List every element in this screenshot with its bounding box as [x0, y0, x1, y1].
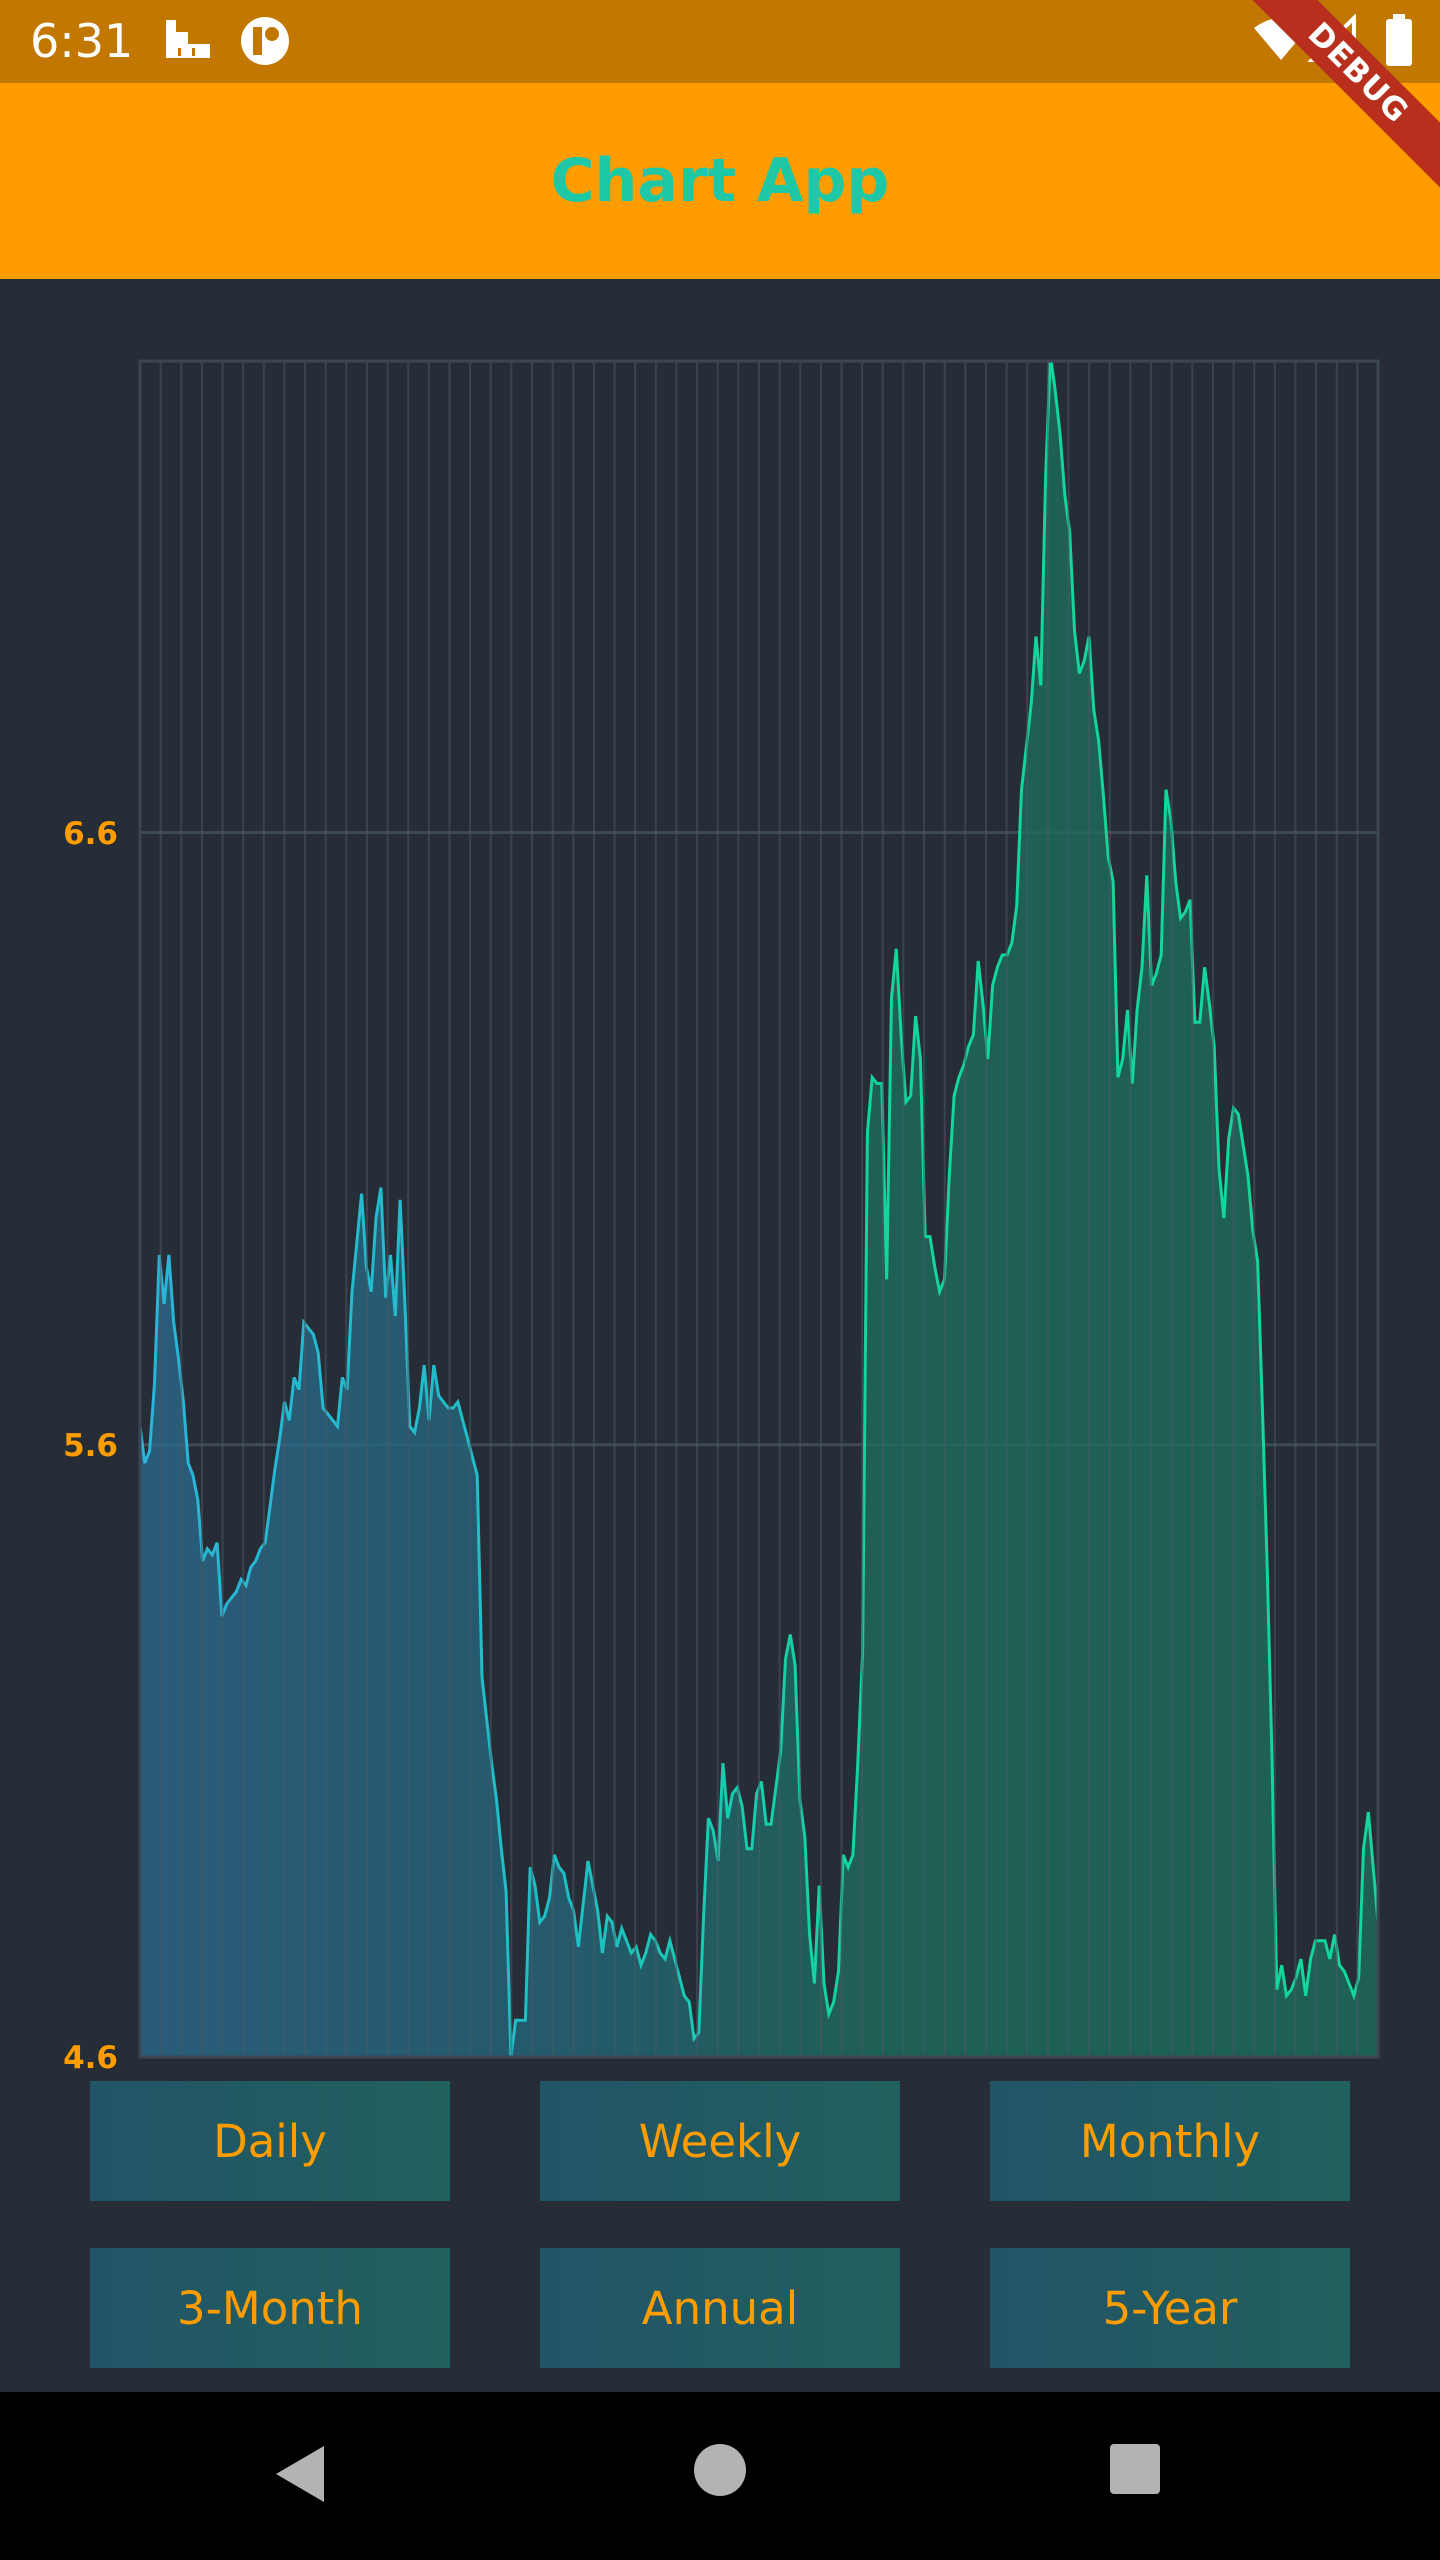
chart-vertical-grid — [159, 361, 1359, 2057]
navigation-bar — [0, 2392, 1440, 2560]
annual-button[interactable]: Annual — [540, 2248, 900, 2368]
y-tick-label: 5.6 — [63, 1428, 118, 1464]
back-triangle-icon[interactable] — [270, 2442, 330, 2506]
y-tick-label: 6.6 — [63, 816, 118, 852]
recents-square-icon[interactable] — [1108, 2442, 1162, 2496]
wifi-icon — [1254, 18, 1308, 60]
app-title: Chart App — [550, 146, 890, 216]
y-tick-label: 4.6 — [63, 2040, 118, 2076]
status-bar: 6:31 — [0, 0, 1440, 83]
monthly-button[interactable]: Monthly — [990, 2081, 1350, 2201]
status-time: 6:31 — [30, 14, 134, 68]
price-chart: 4.6 5.6 6.6 — [0, 279, 1440, 2079]
signal-icon — [1308, 14, 1356, 62]
battery-icon — [1386, 14, 1412, 66]
notification-circle-icon — [241, 17, 289, 65]
five-year-button[interactable]: 5-Year — [990, 2248, 1350, 2368]
daily-button[interactable]: Daily — [90, 2081, 450, 2201]
three-month-button[interactable]: 3-Month — [90, 2248, 450, 2368]
weekly-button[interactable]: Weekly — [540, 2081, 900, 2201]
app-bar: Chart App — [0, 83, 1440, 279]
notification-app-icon — [166, 20, 210, 58]
chart-border — [138, 359, 1380, 2059]
chart-svg: 4.6 5.6 6.6 — [63, 359, 1380, 2076]
home-circle-icon[interactable] — [692, 2442, 748, 2498]
y-axis: 4.6 5.6 6.6 — [63, 816, 118, 2076]
